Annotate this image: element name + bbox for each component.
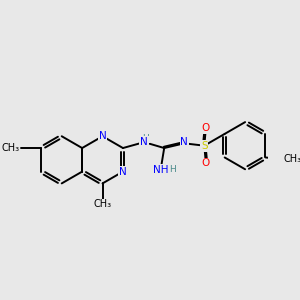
Text: O: O [202,123,210,133]
Text: H: H [142,134,149,143]
Text: N: N [99,131,106,141]
Text: N: N [180,137,188,147]
Text: S: S [201,141,208,151]
Text: O: O [202,158,210,168]
Text: CH₃: CH₃ [284,154,300,164]
Text: H: H [169,165,176,174]
Text: N: N [140,137,148,147]
Text: N: N [119,167,127,177]
Text: CH₃: CH₃ [94,200,112,209]
Text: NH: NH [153,165,169,175]
Text: CH₃: CH₃ [2,143,20,153]
